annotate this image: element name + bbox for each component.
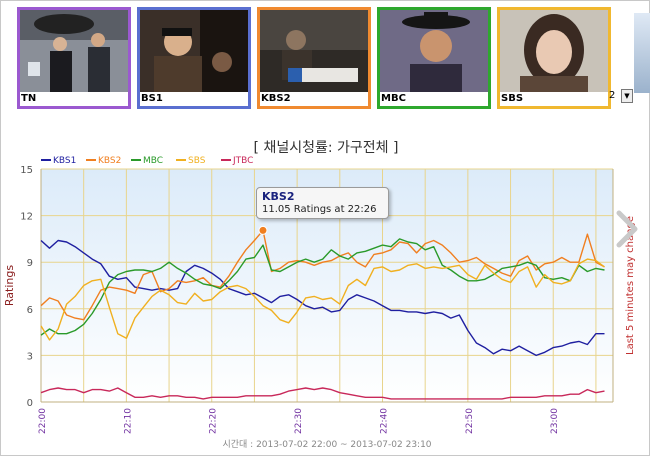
tooltip-series: KBS2: [262, 190, 295, 203]
chevron-right-icon[interactable]: [613, 209, 641, 249]
x-tick-label: 22:50: [465, 408, 475, 434]
y-tick-label: 12: [20, 212, 33, 223]
x-tick-label: 22:30: [294, 408, 304, 434]
page-number: 2: [609, 90, 616, 101]
thumb-caption: BS1: [140, 92, 248, 106]
series-line-sbs: [40, 258, 605, 341]
series-line-kbs1: [40, 239, 605, 357]
x-tick-label: 23:00: [550, 408, 560, 434]
y-tick-label: 15: [20, 165, 33, 176]
strip-edge: [634, 13, 650, 93]
thumb-1[interactable]: BS1: [137, 7, 251, 109]
thumb-controls: 2 ▼: [609, 89, 637, 103]
thumbnail-strip: TN BS1 KBS2: [17, 7, 650, 109]
x-tick-label: 22:40: [379, 408, 389, 434]
thumb-image-office: [260, 10, 368, 92]
legend-label-mbc: MBC: [143, 156, 163, 166]
chart-tooltip: KBS2 11.05 Ratings at 22:26: [256, 187, 389, 219]
thumb-caption: TN: [20, 92, 128, 106]
y-tick-label: 9: [27, 258, 33, 269]
y-tick-label: 0: [27, 398, 33, 409]
thumb-4[interactable]: SBS: [497, 7, 611, 109]
thumb-image-street: [140, 10, 248, 92]
thumb-caption: SBS: [500, 92, 608, 106]
legend-label-jtbc: JTBC: [232, 156, 253, 166]
tooltip-marker: [258, 225, 268, 235]
thumb-image-drama: [380, 10, 488, 92]
thumb-image-portrait: [500, 10, 608, 92]
thumb-image-news: [20, 10, 128, 92]
chevron-down-icon: ▼: [624, 92, 630, 100]
series-line-jtbc: [40, 387, 605, 400]
thumb-caption: MBC: [380, 92, 488, 106]
legend-label-kbs2: KBS2: [98, 156, 121, 166]
thumb-3[interactable]: MBC: [377, 7, 491, 109]
legend-label-kbs1: KBS1: [53, 156, 76, 166]
page-dropdown[interactable]: ▼: [621, 89, 633, 103]
x-tick-label: 22:00: [38, 408, 48, 434]
x-tick-label: 22:10: [123, 408, 133, 434]
y-axis-label: Ratings: [3, 265, 16, 306]
legend-label-sbs: SBS: [188, 156, 206, 166]
x-tick-label: 22:20: [209, 408, 219, 434]
thumb-0[interactable]: TN: [17, 7, 131, 109]
y-tick-label: 6: [27, 305, 33, 316]
series-line-mbc: [40, 238, 605, 336]
thumb-caption: KBS2: [260, 92, 368, 106]
series-line-kbs2: [40, 229, 605, 321]
x-axis-label: 시간대 : 2013-07-02 22:00 ~ 2013-07-02 23:1…: [222, 439, 431, 450]
y-tick-label: 3: [27, 351, 33, 362]
chart-title: [ 채널시청률: 가구전체 ]: [253, 140, 399, 156]
tooltip-text: 11.05 Ratings at 22:26: [262, 204, 377, 215]
thumb-2[interactable]: KBS2: [257, 7, 371, 109]
y2-axis-label: Last 5 minutes may change: [625, 216, 636, 355]
